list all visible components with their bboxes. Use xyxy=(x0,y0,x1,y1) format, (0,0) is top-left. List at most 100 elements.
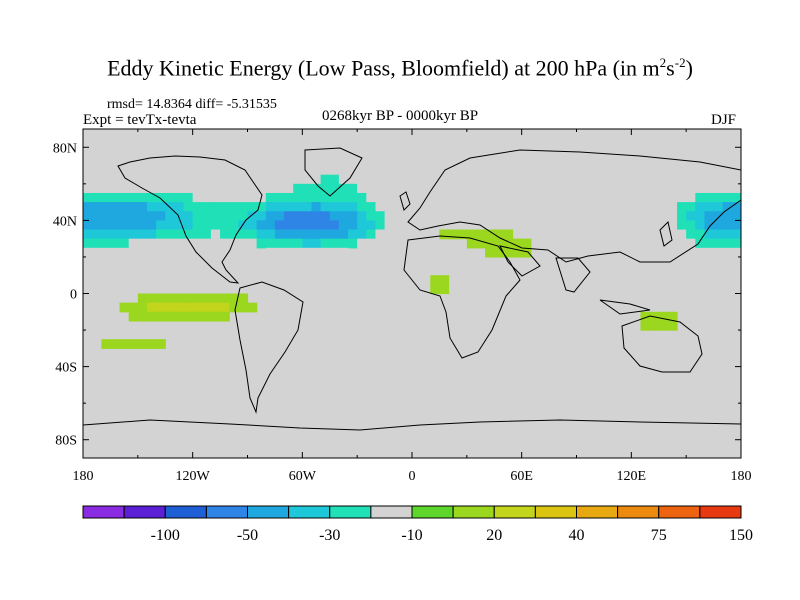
field-cell xyxy=(311,183,322,194)
field-cell xyxy=(256,220,267,231)
x-tick-label: 120W xyxy=(176,469,211,484)
field-cell xyxy=(539,348,550,359)
field-cell xyxy=(192,293,203,304)
field-cell xyxy=(457,348,468,359)
field-cell xyxy=(329,247,340,258)
field-cell xyxy=(156,229,166,240)
x-tick-label: 180 xyxy=(73,469,94,484)
field-cell xyxy=(192,302,203,313)
coast-japan xyxy=(659,221,673,247)
field-cell xyxy=(128,202,139,212)
field-cell xyxy=(311,165,322,176)
field-cell xyxy=(512,247,523,258)
field-cell xyxy=(265,339,276,349)
field-cell xyxy=(274,238,285,249)
field-cell xyxy=(503,229,514,240)
field-cell xyxy=(338,174,349,185)
field-cell xyxy=(256,174,267,185)
field-cell xyxy=(731,192,741,203)
field-cell xyxy=(384,211,395,221)
field-cell xyxy=(119,183,130,194)
field-cell xyxy=(284,247,294,258)
field-cell xyxy=(329,183,340,194)
field-cell xyxy=(320,247,331,258)
colorbar-label: -100 xyxy=(151,527,180,544)
field-cell xyxy=(613,357,623,368)
field-cell xyxy=(101,183,112,194)
field-cell xyxy=(284,174,294,185)
field-cell xyxy=(320,211,331,221)
field-cell xyxy=(731,229,741,240)
field-cell xyxy=(549,348,559,359)
field-cell xyxy=(329,174,340,185)
field-cell xyxy=(137,311,148,322)
field-cell xyxy=(375,174,386,185)
field-cell xyxy=(183,229,194,240)
field-cell xyxy=(101,202,112,212)
field-cell xyxy=(539,202,550,212)
field-cell xyxy=(530,192,541,203)
field-cell xyxy=(137,192,148,203)
field-cell xyxy=(686,202,696,212)
field-cell xyxy=(156,302,166,313)
field-cell xyxy=(475,348,486,359)
field-cell xyxy=(658,311,669,322)
field-cell xyxy=(320,192,331,203)
field-cell xyxy=(503,247,514,258)
field-cell xyxy=(375,192,386,203)
field-cell xyxy=(558,202,568,212)
field-cell xyxy=(302,174,313,185)
field-cell xyxy=(210,211,221,221)
field-cell xyxy=(695,229,706,240)
field-cell xyxy=(366,192,377,203)
field-cell xyxy=(695,247,706,258)
field-cell xyxy=(201,311,212,322)
experiment-label: Expt = tevTx-tevta xyxy=(83,112,197,128)
field-cell xyxy=(375,238,386,249)
coast-australia xyxy=(621,315,703,373)
field-cell xyxy=(137,229,148,240)
field-cell xyxy=(622,348,632,359)
field-cell xyxy=(530,348,541,359)
field-cell xyxy=(92,238,102,249)
field-cell xyxy=(567,192,578,203)
field-cell xyxy=(329,202,340,212)
field-cell xyxy=(210,330,221,340)
field-cell xyxy=(567,357,578,368)
field-cell xyxy=(302,247,313,258)
field-cell xyxy=(311,220,322,231)
field-cell xyxy=(503,357,514,368)
field-cell xyxy=(302,202,313,212)
field-cell xyxy=(229,302,239,313)
field-cell xyxy=(658,220,669,231)
colorbar-labels: -100 -50 -30 -10 20 40 75 150 xyxy=(151,527,753,544)
field-cell xyxy=(731,183,741,194)
colorbar-box xyxy=(576,505,619,519)
coast-africa xyxy=(403,235,521,359)
field-cell xyxy=(704,229,715,240)
field-cell xyxy=(466,238,477,249)
field-cell xyxy=(375,220,386,231)
field-cell xyxy=(220,293,230,304)
field-cell xyxy=(83,183,93,194)
field-cell xyxy=(92,192,102,203)
field-cell xyxy=(83,202,93,212)
field-cell xyxy=(320,183,331,194)
field-cell xyxy=(220,211,230,221)
field-cell xyxy=(704,220,715,231)
y-tick-label: 40S xyxy=(55,361,77,376)
field-cell xyxy=(174,192,185,203)
field-cell xyxy=(192,220,203,231)
field-cell xyxy=(677,192,687,203)
field-cell xyxy=(128,339,139,349)
field-cell xyxy=(247,330,258,340)
field-cell xyxy=(165,238,175,249)
field-cell xyxy=(613,192,623,203)
field-cell xyxy=(92,247,102,258)
field-cell xyxy=(229,229,239,240)
field-cell xyxy=(695,211,706,221)
field-cell xyxy=(119,339,130,349)
colorbar-box xyxy=(658,505,701,519)
field-cell xyxy=(302,211,313,221)
field-cell xyxy=(192,192,203,203)
